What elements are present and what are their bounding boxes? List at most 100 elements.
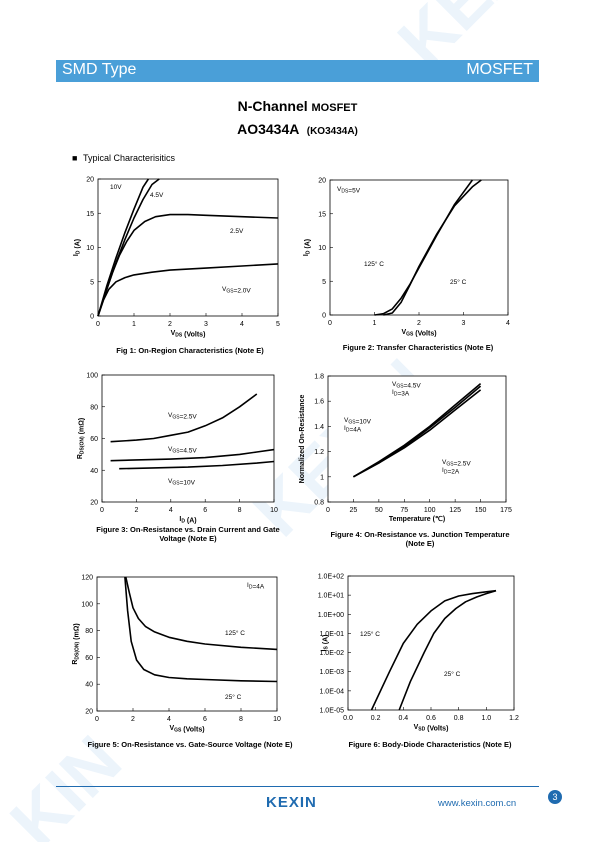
y-tick-label: 60 (90, 436, 98, 443)
chart-annotation: 2.5V (230, 228, 244, 235)
chart-annotation: 125° C (364, 260, 384, 268)
y-axis-label: Normalized On-Resistance (299, 395, 306, 484)
x-tick-label: 2 (134, 507, 138, 514)
x-axis-label: ID (A) (179, 516, 196, 525)
chart-annotation: 25° C (444, 670, 461, 678)
y-tick-label: 20 (86, 177, 94, 184)
chart-6-svg: 0.0 0.2 0.4 0.6 0.8 1.0 1.2 1.0E-05 1.0E-04 1.0E-… (318, 574, 519, 733)
part-alt: (KO3434A) (306, 126, 358, 137)
series-line-1 (125, 576, 278, 651)
series-line-3 (119, 460, 275, 470)
x-tick-label: 10 (270, 507, 278, 514)
x-tick-label: 4 (240, 321, 244, 328)
series-line-1 (97, 178, 150, 317)
x-tick-label: 0.0 (343, 715, 353, 722)
y-tick-label: 10 (318, 245, 326, 252)
series-line-4 (97, 263, 279, 317)
x-axis-label: VGS (Volts) (169, 725, 204, 734)
x-tick-label: 3 (204, 321, 208, 328)
footer-logo: KEXIN (266, 794, 317, 811)
chart-annotation: VGS=2.0V (222, 286, 251, 295)
chart-annotation: VGS=2.5V (168, 412, 197, 421)
x-tick-label: 175 (500, 507, 512, 514)
y-tick-label: 0 (322, 313, 326, 320)
section-heading: ■ Typical Characterisitics (72, 153, 175, 163)
y-tick-label: 100 (81, 601, 93, 608)
y-tick-label: 1.0E+01 (318, 593, 344, 600)
header-left-label: SMD Type (62, 61, 137, 78)
y-tick-label: 80 (85, 628, 93, 635)
header-banner: SMD Type MOSFET (56, 60, 539, 82)
series-line-2 (383, 179, 482, 316)
chart-2-svg: 0 1 2 3 4 0 5 10 15 20 VGS (Volts) ID (A) VDS=5V 125°… (303, 178, 510, 338)
chart-4-svg: 0 25 50 75 100 125 150 175 0.8 1 1.2 1.4 1.6 1.8 Tempe… (299, 374, 512, 524)
x-tick-label: 0.6 (426, 715, 436, 722)
x-tick-label: 125 (449, 507, 461, 514)
y-tick-label: 15 (86, 211, 94, 218)
x-tick-label: 10 (273, 716, 281, 723)
x-axis-label: Temperature (℃) (389, 515, 445, 523)
chart-annotation: ID=4A (247, 582, 265, 591)
x-tick-label: 0 (96, 321, 100, 328)
chart-annotation: VGS=10V (344, 417, 372, 426)
x-tick-label: 3 (462, 320, 466, 327)
x-tick-label: 5 (276, 321, 280, 328)
x-tick-label: 2 (417, 320, 421, 327)
y-tick-label: 20 (90, 500, 98, 507)
section-label: Typical Characterisitics (82, 153, 175, 163)
y-tick-label: 1.8 (314, 374, 324, 381)
chart-annotation: VDS=5V (337, 186, 361, 195)
chart-caption-4: Figure 4: On-Resistance vs. Junction Tem… (330, 530, 510, 548)
y-tick-label: 15 (318, 211, 326, 218)
chart-annotation: 125° C (360, 630, 380, 638)
y-tick-label: 100 (86, 373, 98, 380)
series-line-2 (353, 389, 482, 478)
plot-frame (347, 575, 515, 711)
y-axis-label: ID (A) (303, 239, 312, 256)
plot-frame (96, 576, 278, 712)
x-tick-label: 4 (169, 507, 173, 514)
series-line-2 (124, 576, 278, 683)
y-tick-label: 1.4 (314, 424, 324, 431)
title-mosfet: MOSFET (311, 102, 358, 114)
chart-1: 0 1 2 3 4 5 0 5 10 15 20 VDS (Volts) ID (A) 10V 4.5V 2.… (73, 177, 280, 339)
y-axis-label: RDS(ON) (mΩ) (77, 418, 86, 459)
x-tick-label: 0.2 (371, 715, 381, 722)
chart-annotation: 4.5V (150, 192, 164, 199)
page-number-badge: 3 (548, 790, 562, 804)
bullet-icon: ■ (72, 153, 78, 163)
x-tick-label: 1.2 (509, 715, 519, 722)
x-tick-label: 2 (131, 716, 135, 723)
x-tick-label: 1 (373, 320, 377, 327)
x-tick-label: 0.8 (454, 715, 464, 722)
y-tick-label: 1 (320, 474, 324, 481)
y-tick-label: 80 (90, 404, 98, 411)
y-tick-label: 5 (322, 279, 326, 286)
chart-5: 0 2 4 6 8 10 20 40 60 80 100 120 VGS (Volts) RDS(ON) … (72, 575, 281, 734)
chart-4: 0 25 50 75 100 125 150 175 0.8 1 1.2 1.4 1.6 1.8 Tempe… (299, 374, 512, 524)
y-tick-label: 5 (90, 279, 94, 286)
x-tick-label: 6 (203, 716, 207, 723)
footer-line (56, 786, 539, 787)
chart-annotation: 10V (110, 184, 122, 191)
x-tick-label: 2 (168, 321, 172, 328)
chart-1-svg: 0 1 2 3 4 5 0 5 10 15 20 VDS (Volts) ID (A) 10V 4.5V 2.… (73, 177, 280, 339)
footer-url[interactable]: www.kexin.com.cn (438, 798, 517, 809)
x-tick-label: 50 (375, 507, 383, 514)
x-tick-label: 1 (132, 321, 136, 328)
chart-annotation: ID=3A (392, 389, 410, 398)
header-right-label: MOSFET (466, 61, 533, 78)
y-tick-label: 0.8 (314, 500, 324, 507)
chart-annotation: 25° C (450, 278, 467, 286)
chart-annotation: ID=2A (442, 467, 460, 476)
x-tick-label: 100 (424, 507, 436, 514)
x-tick-label: 0 (95, 716, 99, 723)
y-tick-label: 1.0E-01 (319, 631, 344, 638)
x-axis-label: VDS (Volts) (171, 330, 206, 339)
page-number: 3 (552, 792, 558, 802)
x-tick-label: 75 (400, 507, 408, 514)
page-title: N-Channel MOSFET (0, 98, 595, 114)
y-tick-label: 1.6 (314, 399, 324, 406)
y-tick-label: 60 (85, 655, 93, 662)
y-tick-label: 0 (90, 314, 94, 321)
